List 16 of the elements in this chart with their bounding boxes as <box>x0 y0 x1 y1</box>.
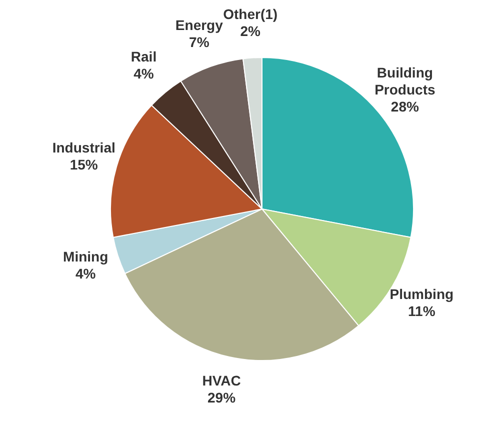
slice-label: Building Products <box>374 64 436 98</box>
data-label: 11% <box>408 302 436 319</box>
slice-label: Energy <box>175 16 224 33</box>
data-label: 29% <box>208 389 236 406</box>
slice-label: Rail <box>130 48 157 64</box>
slice-label: HVAC <box>202 372 241 388</box>
data-label: 15% <box>70 156 98 173</box>
slice-label: Mining <box>63 248 108 265</box>
slice-label: Plumbing <box>390 286 454 302</box>
data-label: 2% <box>240 23 262 40</box>
data-label: 7% <box>189 34 210 50</box>
data-label: 28% <box>390 98 420 115</box>
data-label: 4% <box>75 266 96 282</box>
slice-label: Other(1) <box>223 6 278 22</box>
data-label: 4% <box>134 65 154 82</box>
slice-label: Industrial <box>52 140 116 156</box>
